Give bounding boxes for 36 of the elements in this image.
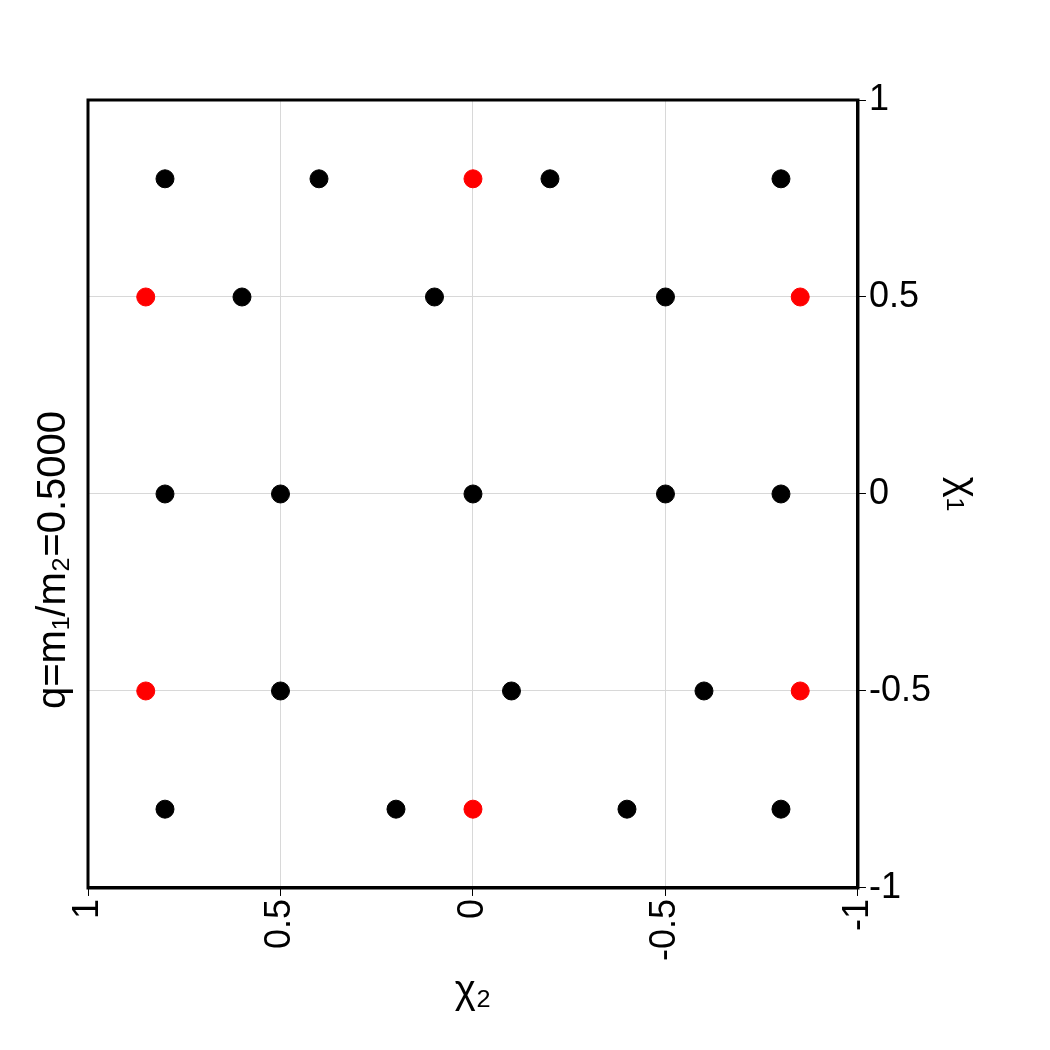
x-tick-label: 1 bbox=[64, 898, 106, 919]
point bbox=[463, 169, 483, 189]
point bbox=[136, 681, 156, 701]
point bbox=[655, 287, 675, 307]
x-tick-label: 0 bbox=[449, 898, 491, 919]
point bbox=[771, 799, 791, 819]
point bbox=[771, 484, 791, 504]
point bbox=[790, 681, 810, 701]
point bbox=[424, 287, 444, 307]
point bbox=[694, 681, 714, 701]
point bbox=[617, 799, 637, 819]
point bbox=[136, 287, 156, 307]
point bbox=[155, 799, 175, 819]
point bbox=[232, 287, 252, 307]
point bbox=[501, 681, 521, 701]
point bbox=[270, 484, 290, 504]
point bbox=[463, 484, 483, 504]
point bbox=[771, 169, 791, 189]
point bbox=[270, 681, 290, 701]
point bbox=[155, 169, 175, 189]
y-tick-label: -0.5 bbox=[868, 667, 932, 709]
point bbox=[655, 484, 675, 504]
y-tick-label: 0 bbox=[868, 470, 889, 512]
x-axis-title: χ₂ bbox=[454, 967, 492, 1012]
point bbox=[155, 484, 175, 504]
y-axis-title: χ₁ bbox=[942, 476, 987, 512]
point bbox=[540, 169, 560, 189]
point bbox=[386, 799, 406, 819]
y-tick-label: 1 bbox=[868, 76, 889, 118]
y-tick-label: 0.5 bbox=[868, 273, 920, 315]
x-tick-label: -0.5 bbox=[642, 898, 684, 962]
point bbox=[309, 169, 329, 189]
text: q=m₁/m₂=0.5000 bbox=[29, 410, 74, 710]
point bbox=[463, 799, 483, 819]
point bbox=[790, 287, 810, 307]
x-tick-label: 0.5 bbox=[257, 898, 299, 950]
